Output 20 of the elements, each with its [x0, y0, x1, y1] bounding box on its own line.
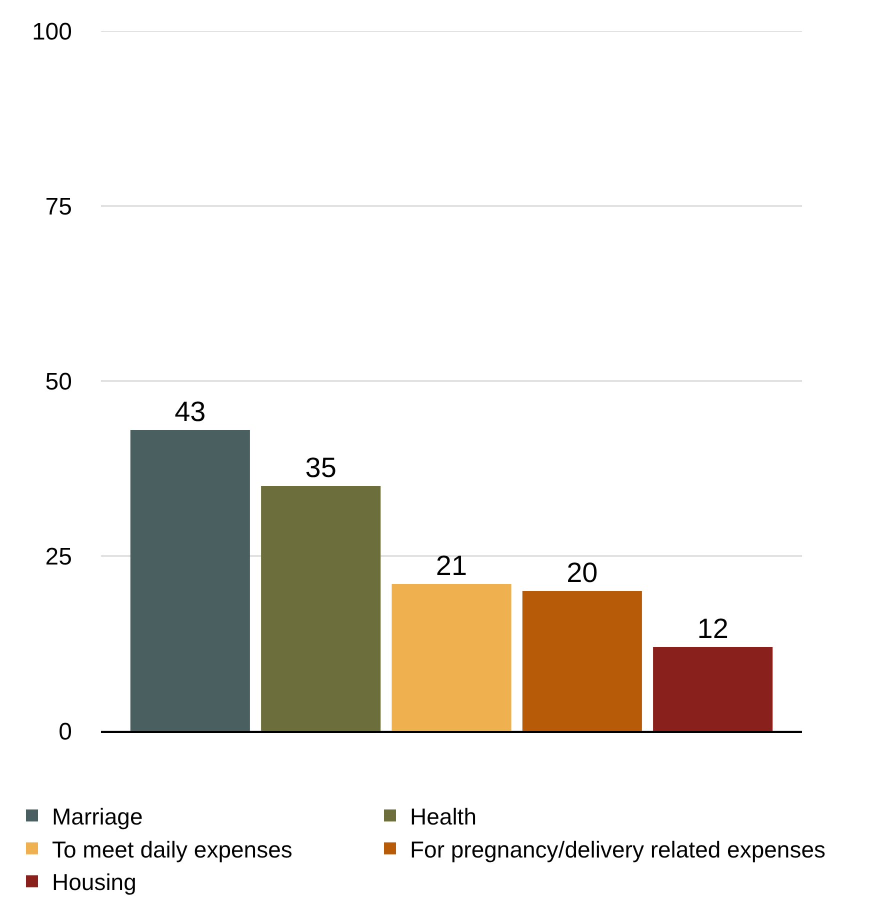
data-label: 35	[305, 452, 336, 483]
data-label: 43	[174, 396, 206, 427]
legend-label: Housing	[52, 869, 136, 896]
legend-label: Marriage	[52, 803, 143, 830]
y-tick-label: 100	[32, 18, 72, 46]
y-tick-label: 0	[58, 718, 72, 746]
bar	[392, 584, 512, 731]
bar	[522, 591, 642, 731]
data-label: 21	[436, 550, 468, 581]
y-tick-label: 75	[45, 193, 72, 220]
data-label: 20	[566, 557, 598, 588]
legend-label: For pregnancy/delivery related expenses	[410, 836, 826, 862]
bar	[653, 647, 773, 731]
y-tick-label: 50	[45, 368, 72, 396]
bar	[261, 486, 381, 731]
data-label: 12	[697, 613, 728, 644]
legend-label: Health	[410, 803, 476, 830]
legend-label: To meet daily expenses	[52, 836, 292, 862]
y-tick-label: 25	[45, 543, 72, 570]
bar	[130, 430, 250, 731]
